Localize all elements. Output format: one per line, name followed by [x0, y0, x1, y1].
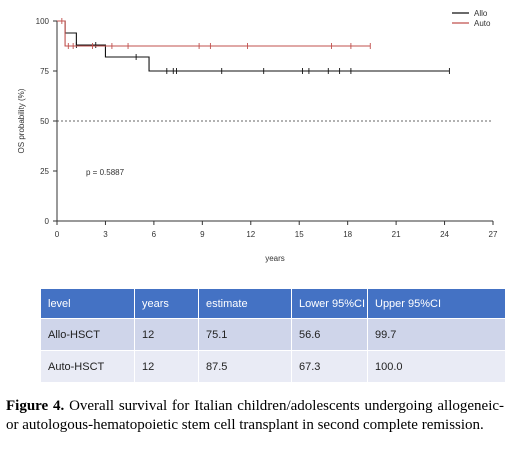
figure-caption: Figure 4. Overall survival for Italian c… — [6, 397, 504, 435]
p-value-annotation: p = 0.5887 — [86, 168, 125, 177]
x-tick-label: 24 — [440, 230, 449, 239]
table-cell: 56.6 — [291, 318, 368, 351]
header-lower-ci: Lower 95%CI — [291, 288, 368, 319]
x-tick-label: 12 — [246, 230, 255, 239]
y-ticks: 0 25 50 75 100 — [36, 17, 57, 226]
table-cell: 12 — [134, 350, 199, 383]
x-ticks: 0 3 6 9 12 15 18 21 24 27 — [55, 221, 498, 239]
y-tick-label: 100 — [36, 17, 50, 26]
header-level: level — [40, 288, 135, 319]
results-table: level years estimate Lower 95%CI Upper 9… — [40, 288, 506, 383]
table-cell: 87.5 — [198, 350, 292, 383]
survival-curve-auto — [57, 20, 371, 47]
header-estimate: estimate — [198, 288, 292, 319]
x-axis-title: years — [265, 254, 285, 263]
y-tick-label: 25 — [40, 167, 49, 176]
series-layer — [57, 18, 450, 74]
x-tick-label: 27 — [489, 230, 498, 239]
table-cell: 100.0 — [367, 350, 506, 383]
legend-label-allo: Allo — [474, 9, 488, 18]
x-tick-label: 0 — [55, 230, 60, 239]
table-cell: Allo-HSCT — [40, 318, 135, 351]
table-cell: Auto-HSCT — [40, 350, 135, 383]
plot-area: 0 25 50 75 100 0 3 6 9 12 15 18 21 24 27 p = 0.5887 y… — [17, 17, 498, 263]
legend: Allo Auto — [452, 9, 491, 28]
table-row: Auto-HSCT 12 87.5 67.3 100.0 — [40, 350, 506, 383]
header-upper-ci: Upper 95%CI — [367, 288, 506, 319]
x-tick-label: 3 — [103, 230, 108, 239]
survival-chart: 0 25 50 75 100 0 3 6 9 12 15 18 21 24 27 p = 0.5887 y… — [17, 9, 498, 263]
x-tick-label: 9 — [200, 230, 205, 239]
table-cell: 75.1 — [198, 318, 292, 351]
table-cell: 99.7 — [367, 318, 506, 351]
caption-label: Figure 4. — [6, 398, 65, 414]
table-header-row: level years estimate Lower 95%CI Upper 9… — [40, 288, 506, 319]
table-cell: 12 — [134, 318, 199, 351]
x-tick-label: 21 — [392, 230, 401, 239]
y-tick-label: 0 — [45, 217, 50, 226]
y-tick-label: 50 — [40, 117, 49, 126]
y-axis-title: OS probability (%) — [17, 88, 26, 153]
y-tick-label: 75 — [40, 67, 49, 76]
legend-label-auto: Auto — [474, 19, 491, 28]
x-tick-label: 15 — [295, 230, 304, 239]
table-row: Allo-HSCT 12 75.1 56.6 99.7 — [40, 318, 506, 351]
header-years: years — [134, 288, 199, 319]
x-tick-label: 6 — [152, 230, 157, 239]
x-tick-label: 18 — [343, 230, 352, 239]
table-cell: 67.3 — [291, 350, 368, 383]
caption-text: Overall survival for Italian children/ad… — [6, 398, 505, 433]
